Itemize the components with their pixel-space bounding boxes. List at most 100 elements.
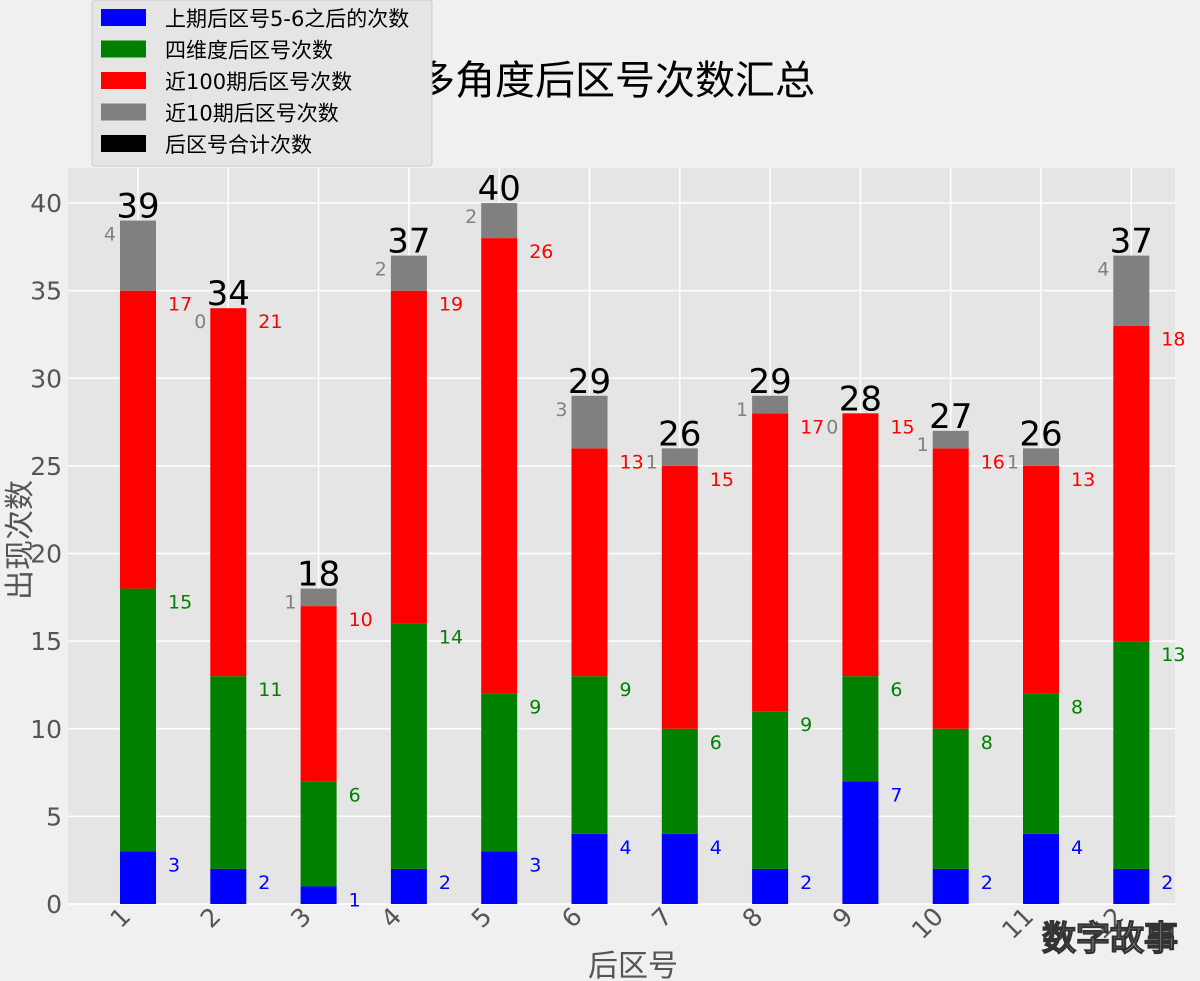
total-value-label: 26 [1019, 414, 1062, 454]
segment-value-label: 10 [349, 609, 373, 631]
segment-value-label: 13 [1071, 469, 1095, 491]
bar-segment [1113, 255, 1150, 326]
y-tick-label: 15 [30, 627, 62, 656]
bars [120, 203, 1150, 904]
bar-segment [1023, 465, 1059, 694]
segment-value-label: 1 [349, 889, 361, 911]
bar-segment [390, 290, 427, 624]
segment-value-label: 3 [555, 399, 567, 421]
total-value-label: 29 [748, 362, 791, 402]
legend-label: 上期后区号5-6之后的次数 [165, 7, 409, 31]
bar-segment [210, 868, 247, 904]
bar-segment [571, 448, 608, 677]
total-value-label: 18 [297, 555, 340, 595]
y-tick-label: 0 [46, 890, 62, 919]
legend-label: 近10期后区号次数 [165, 102, 339, 126]
x-axis-label: 后区号 [588, 949, 678, 981]
legend-swatch [101, 103, 146, 121]
bar-segment [1023, 448, 1059, 466]
legend-swatch [101, 9, 146, 26]
segment-value-label: 1 [646, 451, 658, 473]
total-value-label: 40 [478, 169, 521, 209]
y-tick-label: 10 [30, 715, 62, 744]
segment-value-label: 1 [1007, 451, 1019, 473]
segment-value-label: 2 [465, 206, 477, 228]
bar-segment [661, 448, 698, 466]
bar-segment [842, 676, 879, 782]
segment-value-label: 4 [710, 837, 722, 859]
bar-segment [1113, 641, 1150, 869]
legend-box [91, 0, 433, 167]
y-tick-label: 25 [30, 452, 62, 481]
segment-value-label: 13 [1161, 644, 1185, 666]
segment-value-label: 1 [917, 434, 929, 456]
segment-value-label: 2 [1161, 872, 1173, 894]
y-axis-label: 出现次数 [3, 480, 38, 600]
bar-segment [571, 833, 608, 904]
bar-segment [481, 851, 518, 904]
segment-value-label: 17 [168, 294, 192, 316]
bar-segment [390, 868, 427, 904]
bar-segment [932, 448, 969, 729]
bar-segment [300, 606, 337, 782]
bar-segment [1113, 868, 1150, 904]
bar-segment [210, 676, 247, 869]
y-tick-label: 35 [30, 277, 62, 306]
segment-value-label: 0 [194, 311, 206, 333]
segment-value-label: 9 [529, 697, 541, 719]
segment-value-label: 8 [981, 732, 993, 754]
bar-segment [842, 781, 879, 904]
total-value-label: 27 [929, 397, 972, 437]
y-tick-label: 20 [30, 540, 62, 569]
total-value-label: 34 [207, 274, 250, 314]
segment-value-label: 14 [439, 627, 463, 649]
bar-segment [932, 728, 969, 869]
chart-title: 多角度后区号次数汇总 [415, 58, 815, 104]
segment-value-label: 2 [258, 872, 270, 894]
segment-value-label: 15 [890, 416, 914, 438]
bar-segment [210, 308, 247, 677]
x-tick-label: 10 [906, 902, 949, 945]
segment-value-label: 9 [800, 714, 812, 736]
x-tick-label: 7 [646, 902, 678, 934]
segment-value-label: 6 [890, 679, 902, 701]
legend-label: 近100期后区号次数 [165, 70, 352, 94]
x-tick-label: 9 [827, 902, 859, 934]
segment-value-label: 16 [981, 451, 1005, 473]
bar-segment [661, 833, 698, 904]
segment-value-label: 8 [1071, 697, 1083, 719]
x-tick-label: 3 [285, 902, 317, 934]
segment-value-label: 21 [258, 311, 282, 333]
bar-segment [571, 676, 608, 834]
total-value-label: 28 [839, 379, 882, 419]
legend-label: 四维度后区号次数 [165, 39, 333, 63]
total-value-label: 37 [1110, 222, 1153, 262]
total-value-label: 39 [116, 187, 159, 227]
bar-segment [481, 238, 518, 694]
bar-segment [842, 413, 879, 677]
y-tick-label: 40 [30, 189, 62, 218]
bar-segment [481, 693, 518, 852]
segment-value-label: 4 [620, 837, 632, 859]
total-value-label: 26 [658, 414, 701, 454]
legend-swatch [101, 40, 146, 58]
segment-value-label: 7 [890, 784, 902, 806]
segment-value-label: 1 [285, 592, 297, 614]
legend-swatch [101, 72, 146, 89]
bar-segment [661, 465, 698, 729]
segment-value-label: 2 [439, 872, 451, 894]
x-tick-label: 6 [556, 902, 588, 934]
bar-segment [752, 395, 789, 414]
bar-segment [571, 395, 608, 449]
bar-segment [752, 711, 789, 869]
bar-segment [661, 728, 698, 834]
x-tick-label: 8 [737, 902, 769, 934]
segment-value-label: 13 [620, 451, 644, 473]
x-tick-label: 11 [996, 902, 1039, 945]
segment-value-label: 11 [258, 679, 282, 701]
bar-segment [932, 868, 969, 904]
bar-segment [752, 868, 789, 904]
segment-value-label: 4 [104, 224, 116, 246]
